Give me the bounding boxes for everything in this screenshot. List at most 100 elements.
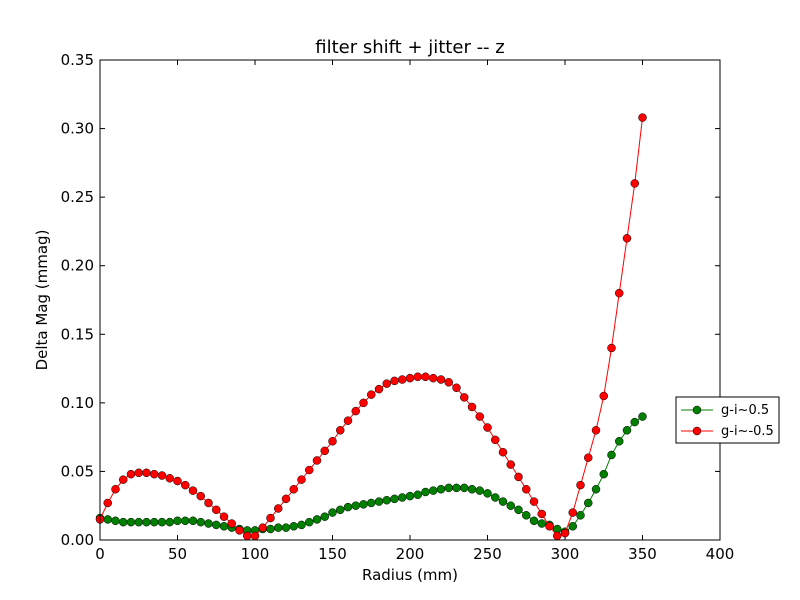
data-point [599, 469, 608, 479]
data-point [398, 493, 407, 502]
data-point [599, 391, 608, 401]
data-point [467, 485, 477, 494]
data-point [235, 526, 244, 535]
data-point [506, 460, 515, 469]
data-point [258, 523, 267, 532]
data-point [165, 517, 174, 527]
data-point [305, 465, 314, 475]
data-point [638, 113, 647, 122]
data-point [150, 517, 159, 527]
data-point [227, 519, 236, 528]
data-point [243, 531, 252, 541]
data-point [367, 498, 376, 508]
data-point [529, 516, 539, 526]
data-point [460, 393, 469, 402]
y-axis-label: Delta Mag (mmag) [33, 230, 51, 371]
data-point [560, 528, 570, 538]
data-point [320, 446, 329, 456]
y-tick-label: 0.05 [61, 462, 94, 480]
data-point [607, 450, 616, 460]
data-point [475, 486, 484, 495]
data-point [460, 483, 469, 493]
data-point [390, 376, 399, 386]
data-point [413, 490, 422, 499]
data-point [638, 412, 647, 421]
data-point [584, 498, 593, 508]
x-tick-label: 100 [241, 545, 270, 563]
data-point [359, 398, 368, 408]
data-point [289, 485, 298, 494]
data-point [374, 497, 384, 506]
data-point [467, 402, 477, 412]
data-point [351, 501, 360, 510]
x-tick-label: 300 [551, 545, 580, 563]
data-point [475, 412, 484, 421]
data-point [359, 500, 368, 509]
data-point [119, 517, 128, 527]
data-point [142, 468, 151, 478]
data-point [142, 517, 151, 527]
y-tick-label: 0.25 [61, 188, 94, 206]
data-point [173, 476, 182, 486]
data-point [111, 485, 120, 494]
data-point [289, 522, 298, 531]
data-point [343, 502, 353, 512]
x-tick-label: 0 [95, 545, 105, 563]
x-axis-label: Radius (mm) [362, 566, 458, 584]
series-line-1 [99, 117, 643, 537]
y-tick-label: 0.30 [61, 120, 94, 138]
data-point [591, 485, 601, 494]
data-point [204, 498, 213, 508]
data-point [196, 517, 205, 527]
data-point [491, 493, 500, 502]
data-point [615, 288, 624, 298]
data-point [281, 523, 291, 532]
legend-marker-1 [692, 426, 702, 436]
data-point [568, 508, 577, 517]
data-point [196, 491, 205, 501]
series-1 [95, 113, 647, 541]
data-point [522, 485, 531, 494]
data-point [522, 511, 531, 520]
data-point [219, 512, 229, 521]
data-point [436, 375, 446, 384]
series-layer [95, 113, 647, 541]
data-point [622, 234, 632, 243]
data-point [150, 469, 159, 479]
data-point [537, 519, 546, 528]
data-point [103, 515, 112, 524]
legend-label-1: g-i~-0.5 [721, 424, 774, 439]
data-point [436, 485, 446, 494]
x-tick-label: 50 [168, 545, 187, 563]
data-point [320, 512, 329, 521]
data-point [514, 505, 523, 515]
plot-frame [99, 59, 721, 541]
data-point [126, 517, 136, 527]
data-point [328, 437, 337, 446]
data-point [491, 435, 500, 445]
data-point [444, 378, 453, 387]
data-point [405, 373, 415, 383]
data-point [452, 483, 461, 493]
data-point [421, 372, 430, 382]
data-point [483, 423, 492, 432]
data-point [281, 494, 291, 504]
data-point [119, 475, 128, 484]
chart-title: filter shift + jitter -- z [315, 37, 504, 58]
data-point [312, 456, 322, 465]
y-tick-label: 0.10 [61, 394, 94, 412]
data-point [181, 516, 190, 526]
data-point [328, 508, 337, 517]
data-point [250, 531, 260, 541]
data-point [212, 505, 221, 515]
data-point [382, 379, 391, 388]
y-tick-label: 0.20 [61, 257, 94, 275]
data-point [274, 523, 283, 532]
data-point [576, 511, 585, 520]
data-point [126, 469, 136, 479]
data-point [343, 416, 353, 425]
data-point [630, 179, 639, 188]
data-point [413, 372, 422, 382]
series-0 [95, 412, 647, 537]
x-tick-label: 350 [628, 545, 657, 563]
